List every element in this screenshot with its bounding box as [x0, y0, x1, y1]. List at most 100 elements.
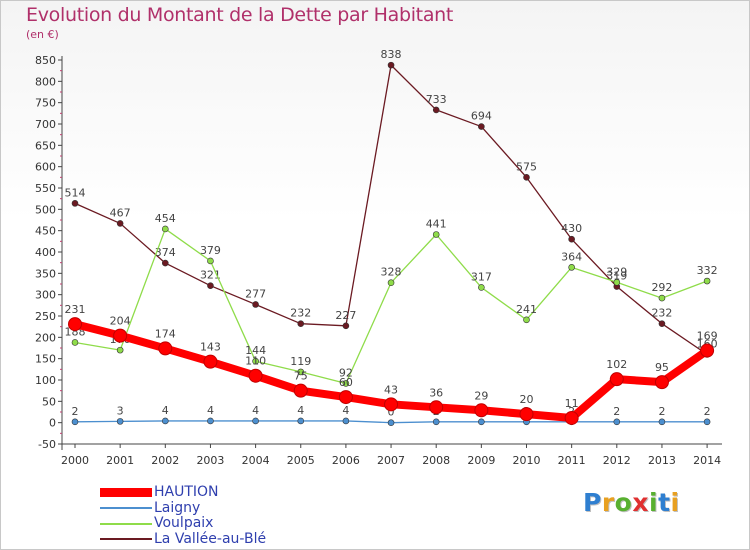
- y-tick-label: 0: [49, 417, 56, 430]
- data-point: [387, 279, 395, 287]
- data-point: [384, 397, 399, 412]
- y-tick-label: 50: [42, 395, 56, 408]
- data-label: 441: [426, 218, 447, 231]
- logo-letter: i: [649, 488, 659, 517]
- data-point: [523, 174, 530, 181]
- data-label: 43: [384, 383, 398, 396]
- legend-item-haution: HAUTION: [100, 485, 266, 501]
- data-point: [432, 418, 440, 426]
- y-tick-label: 200: [35, 331, 56, 344]
- data-point: [658, 320, 666, 327]
- data-label: 575: [516, 160, 537, 173]
- data-label: 0: [388, 406, 395, 419]
- legend-item-vallee-au-ble: La Vallée-au-Blé: [100, 531, 266, 548]
- data-label: 2: [658, 405, 665, 418]
- data-label: 733: [426, 93, 447, 106]
- data-label: 20: [520, 393, 534, 406]
- data-label: 144: [245, 344, 266, 357]
- data-point: [297, 320, 305, 327]
- legend-swatch-laigny: [100, 507, 152, 510]
- data-point: [71, 339, 79, 346]
- data-point: [478, 418, 485, 426]
- x-tick-label: 2000: [61, 454, 89, 467]
- data-point: [113, 328, 128, 343]
- data-point: [478, 123, 485, 130]
- y-tick-label: 800: [35, 75, 56, 88]
- data-label: 467: [110, 206, 131, 219]
- data-label: 321: [200, 269, 221, 282]
- legend-swatch-haution: [100, 488, 152, 498]
- data-point: [700, 343, 715, 358]
- logo-letter: o: [614, 488, 633, 517]
- data-point: [523, 316, 530, 324]
- data-point: [71, 418, 79, 426]
- data-label: 2: [72, 405, 79, 418]
- data-point: [297, 368, 305, 376]
- data-label: 3: [117, 404, 124, 417]
- x-tick-label: 2011: [558, 454, 586, 467]
- data-label: 454: [155, 212, 176, 225]
- data-label: 4: [342, 404, 349, 417]
- data-point: [654, 375, 669, 390]
- data-label: 4: [297, 404, 304, 417]
- data-point: [568, 235, 575, 243]
- y-tick-label: 600: [35, 161, 56, 174]
- data-label: 169: [697, 330, 718, 343]
- data-point: [703, 277, 711, 285]
- data-point: [478, 284, 485, 291]
- data-label: 204: [110, 315, 131, 328]
- y-tick-label: 150: [35, 353, 56, 366]
- data-point: [68, 317, 82, 332]
- data-point: [252, 417, 259, 425]
- data-point: [158, 341, 173, 356]
- x-tick-label: 2013: [648, 454, 676, 467]
- data-label: 174: [155, 327, 176, 340]
- y-tick-label: 750: [35, 97, 56, 110]
- y-tick-label: 850: [35, 54, 56, 67]
- data-point: [613, 278, 621, 286]
- y-tick-label: 550: [35, 182, 56, 195]
- logo-letter: t: [658, 488, 671, 517]
- data-label: 75: [294, 370, 308, 383]
- data-point: [116, 346, 124, 354]
- data-point: [207, 282, 214, 290]
- x-tick-label: 2014: [693, 454, 721, 467]
- data-point: [203, 354, 218, 369]
- data-label: 143: [200, 341, 221, 354]
- data-label: 838: [381, 48, 402, 61]
- legend-swatch-voulpaix: [100, 522, 152, 525]
- data-point: [474, 403, 489, 418]
- data-label: 29: [474, 389, 488, 402]
- x-tick-label: 2003: [196, 454, 224, 467]
- data-point: [658, 418, 666, 426]
- data-label: 231: [65, 303, 86, 316]
- y-tick-label: 300: [35, 289, 56, 302]
- data-point: [613, 418, 621, 426]
- x-tick-label: 2001: [106, 454, 134, 467]
- data-label: 119: [290, 355, 311, 368]
- data-point: [71, 200, 79, 207]
- y-tick-label: 500: [35, 203, 56, 216]
- data-label: 332: [697, 264, 718, 277]
- x-tick-label: 2005: [287, 454, 315, 467]
- data-point: [703, 418, 711, 426]
- data-point: [252, 357, 259, 365]
- series-line: [74, 64, 708, 355]
- data-point: [116, 418, 124, 425]
- data-label: 364: [561, 250, 582, 263]
- data-point: [429, 400, 444, 415]
- y-tick-label: 650: [35, 139, 56, 152]
- data-label: 329: [606, 265, 627, 278]
- data-label: 92: [339, 366, 353, 379]
- y-tick-label: 400: [35, 246, 56, 259]
- data-label: 227: [335, 309, 356, 322]
- y-tick-label: 350: [35, 267, 56, 280]
- data-label: 232: [651, 307, 672, 320]
- legend-label-laigny: Laigny: [154, 499, 201, 516]
- y-tick-label: 700: [35, 118, 56, 131]
- data-point: [342, 380, 350, 387]
- data-point: [387, 61, 395, 69]
- x-tick-label: 2004: [242, 454, 270, 467]
- x-tick-label: 2010: [513, 454, 541, 467]
- data-label: 4: [252, 404, 259, 417]
